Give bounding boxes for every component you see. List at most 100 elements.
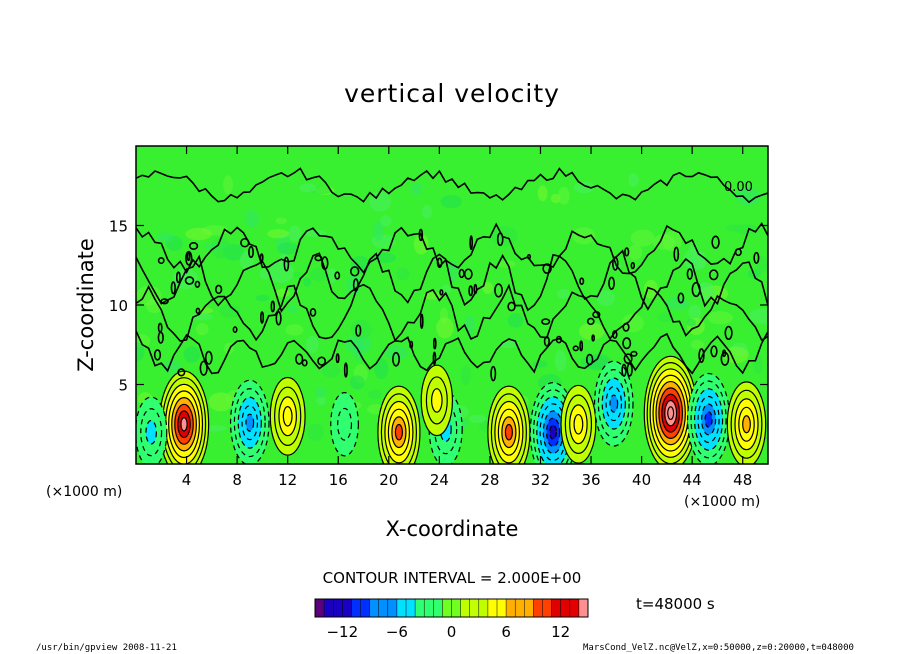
contour-loop bbox=[579, 340, 584, 352]
colorbar-segment bbox=[387, 599, 398, 617]
colorbar-segment bbox=[442, 599, 452, 617]
texture-blotch bbox=[259, 268, 270, 280]
colorbar-segment bbox=[497, 599, 507, 617]
texture-blotch bbox=[292, 271, 304, 278]
contour-loop bbox=[673, 246, 680, 262]
texture-blotch bbox=[315, 387, 326, 398]
time-label: t=48000 s bbox=[636, 595, 715, 613]
contour-loop bbox=[579, 277, 585, 286]
colorbar-segment bbox=[542, 599, 553, 617]
contour-loop bbox=[439, 289, 444, 296]
contour-loop bbox=[458, 268, 465, 279]
contour-loop bbox=[611, 330, 618, 339]
cell-contour bbox=[573, 413, 584, 435]
texture-blotch bbox=[196, 323, 209, 336]
colorbar-segment bbox=[487, 599, 498, 617]
texture-blotch bbox=[306, 423, 324, 441]
colorbar-segment bbox=[460, 599, 471, 617]
contour-loop bbox=[215, 284, 223, 295]
texture-blotch bbox=[374, 358, 389, 380]
contour-loop bbox=[418, 228, 424, 242]
x-tick-label: 32 bbox=[531, 471, 550, 489]
texture-blotch bbox=[327, 267, 337, 284]
x-axis-unit: (×1000 m) bbox=[684, 494, 760, 510]
contour-loop bbox=[260, 311, 265, 324]
contour-loop bbox=[722, 349, 727, 358]
contour-loop bbox=[409, 340, 414, 349]
chart-title: vertical velocity bbox=[344, 79, 560, 108]
contour-loop bbox=[335, 353, 340, 364]
contour-loop bbox=[153, 349, 162, 361]
contour-loop bbox=[321, 256, 329, 271]
y-axis-unit: (×1000 m) bbox=[46, 484, 122, 500]
cell-contour bbox=[245, 413, 255, 432]
texture-blotch bbox=[299, 183, 317, 193]
texture-blotch bbox=[349, 375, 365, 390]
cell-contour bbox=[742, 415, 751, 434]
colorbar-segment bbox=[506, 599, 516, 617]
texture-blotch bbox=[578, 322, 605, 341]
contour-loop bbox=[677, 292, 685, 304]
texture-blotch bbox=[690, 339, 704, 350]
contour-loop bbox=[622, 322, 630, 332]
colorbar-segment bbox=[315, 599, 325, 617]
texture-blotch bbox=[621, 313, 644, 333]
zero-contour bbox=[136, 283, 768, 342]
colorbar-tick-label: 12 bbox=[551, 623, 570, 641]
texture-blotch bbox=[557, 186, 570, 205]
colorbar-segment bbox=[424, 599, 434, 617]
contour-loop bbox=[184, 276, 195, 285]
contour-loop bbox=[691, 281, 701, 298]
texture-blotch bbox=[396, 267, 410, 281]
cell-contour bbox=[394, 423, 404, 441]
footer-right: MarsCond_VelZ.nc@VelZ,x=0:50000,z=0:2000… bbox=[583, 643, 854, 653]
contour-loop bbox=[686, 268, 693, 280]
contour-loop bbox=[572, 345, 579, 352]
texture-blotch bbox=[482, 281, 493, 295]
contour-loop bbox=[343, 362, 348, 378]
texture-blotch bbox=[223, 175, 233, 195]
zero-contour bbox=[136, 221, 768, 275]
texture-blotch bbox=[344, 334, 373, 354]
contour-loop bbox=[432, 337, 437, 350]
x-tick-label: 44 bbox=[683, 471, 702, 489]
texture-blotch bbox=[322, 362, 341, 379]
contour-loop bbox=[496, 232, 504, 247]
contour-loop bbox=[724, 325, 733, 341]
texture-blotch bbox=[464, 314, 475, 336]
colorbar-segment bbox=[333, 599, 343, 617]
texture-blotch bbox=[460, 365, 471, 386]
texture-blotch bbox=[156, 232, 175, 243]
contour-loop bbox=[585, 353, 594, 366]
colorbar-segment bbox=[578, 599, 589, 617]
contour-loop bbox=[352, 278, 359, 292]
contour-loop bbox=[543, 336, 550, 347]
cell-contour bbox=[609, 394, 619, 413]
colorbar-segment bbox=[451, 599, 462, 617]
contour-loop bbox=[622, 337, 632, 350]
texture-blotch bbox=[630, 229, 655, 247]
contour-loop bbox=[301, 359, 308, 367]
texture-blotch bbox=[285, 324, 304, 336]
texture-blotch bbox=[239, 251, 254, 271]
texture-blotch bbox=[183, 346, 201, 363]
contour-loop bbox=[734, 248, 742, 257]
x-tick-label: 48 bbox=[733, 471, 752, 489]
texture-blotch bbox=[367, 389, 383, 400]
texture-blotch bbox=[440, 194, 463, 209]
contour-loop bbox=[711, 235, 720, 249]
texture-blotch bbox=[572, 227, 596, 245]
texture-blotch bbox=[573, 181, 595, 194]
colorbar-frame bbox=[314, 598, 589, 618]
cell-contour bbox=[549, 424, 557, 440]
cell-contour bbox=[282, 405, 293, 427]
texture-blotch bbox=[306, 335, 319, 354]
x-tick-label: 40 bbox=[632, 471, 651, 489]
texture-blotch bbox=[468, 414, 487, 424]
contour-loop bbox=[194, 280, 201, 288]
contour-interval: CONTOUR INTERVAL = 2.000E+00 bbox=[323, 569, 582, 587]
contour-loop bbox=[309, 308, 317, 317]
contour-loop bbox=[157, 331, 164, 344]
contour-loop bbox=[698, 348, 705, 363]
